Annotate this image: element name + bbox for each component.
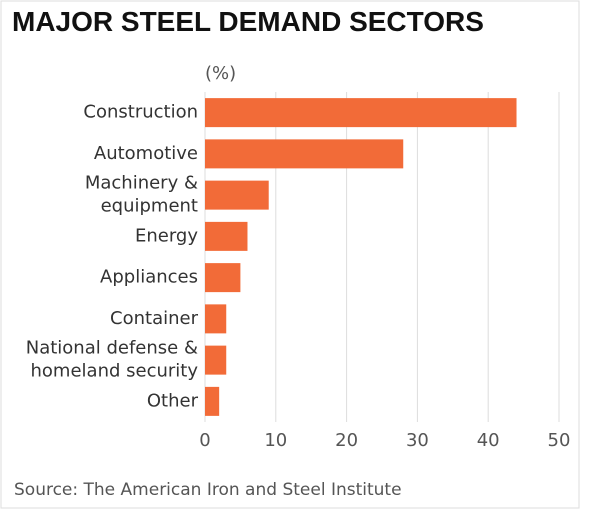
y-tick-label: Construction xyxy=(83,102,198,123)
bar xyxy=(205,139,404,169)
bar xyxy=(205,263,241,293)
y-tick-label: Machinery & equipment xyxy=(85,173,198,217)
y-tick-label: Other xyxy=(147,390,199,411)
x-tick-label: 0 xyxy=(199,430,210,451)
x-tick-label: 30 xyxy=(406,430,429,451)
bar xyxy=(205,304,227,334)
y-tick-label: Appliances xyxy=(100,267,198,288)
bar xyxy=(205,98,517,128)
source: Source: The American Iron and Steel Inst… xyxy=(14,480,402,500)
y-tick-label: Energy xyxy=(135,225,198,246)
y-tick-label: Automotive xyxy=(94,143,198,164)
x-tick-label: 50 xyxy=(548,430,571,451)
y-tick-label: National defense & homeland security xyxy=(26,338,199,382)
bar xyxy=(205,386,220,416)
x-tick-label: 10 xyxy=(264,430,287,451)
x-tick-label: 40 xyxy=(477,430,500,451)
bar xyxy=(205,345,227,375)
chart-title: MAJOR STEEL DEMAND SECTORS xyxy=(12,6,484,37)
frame xyxy=(0,0,580,509)
y-tick-label: Container xyxy=(110,308,199,329)
x-tick-label: 20 xyxy=(335,430,358,451)
bar xyxy=(205,221,248,251)
unit-label: (%) xyxy=(205,63,236,84)
bar xyxy=(205,180,269,210)
